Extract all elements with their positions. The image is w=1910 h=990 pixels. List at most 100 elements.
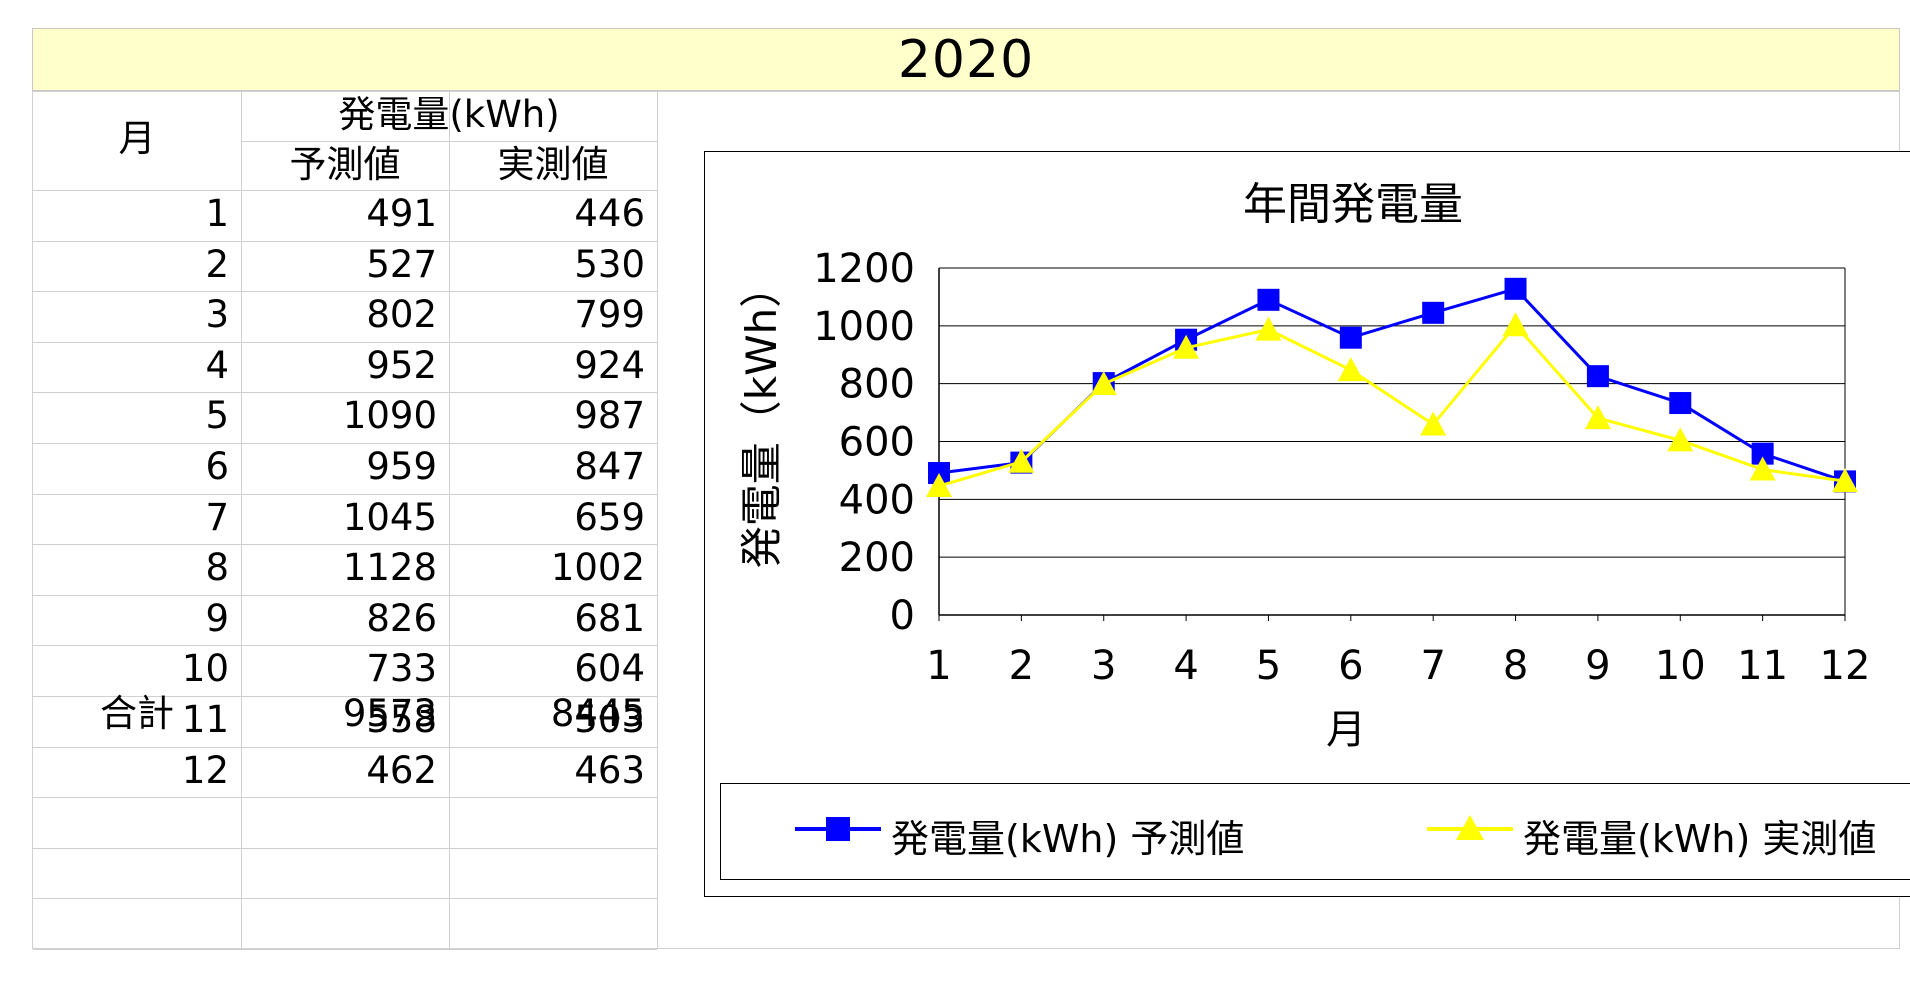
x-tick-label: 4 <box>1173 643 1198 689</box>
month-cell: 1 <box>205 192 229 235</box>
forecast-cell: 733 <box>366 647 437 691</box>
data-point-actual <box>1584 405 1611 430</box>
y-tick-label: 200 <box>839 535 915 581</box>
year-banner[interactable]: 2020 <box>32 28 1900 91</box>
grid-line <box>33 949 657 950</box>
data-point-forecast <box>1504 277 1527 300</box>
grid-line <box>33 493 657 495</box>
month-cell: 7 <box>205 495 229 539</box>
data-point-actual <box>1173 334 1200 359</box>
grid-line <box>657 92 658 948</box>
chart-area[interactable]: 年間発電量 月 発電量（kWh） 0 200 400 600 800 1000 1200 1 2… <box>704 151 1910 897</box>
actual-cell: 847 <box>574 445 645 488</box>
forecast-cell: 462 <box>366 748 437 792</box>
data-point-actual <box>1008 448 1035 473</box>
month-cell: 10 <box>181 647 229 691</box>
spreadsheet: 2020 月 発電量(kWh) 予測値 実測値 1 491 446 2 527 530 3 8… <box>32 28 1910 950</box>
forecast-cell: 1090 <box>342 394 437 438</box>
x-tick-label: 2 <box>1009 643 1034 689</box>
x-tick-label: 1 <box>926 643 951 689</box>
x-tick-label: 6 <box>1338 643 1363 689</box>
month-cell: 11 <box>181 698 229 741</box>
total-actual: 8445 <box>550 692 645 735</box>
header-month: 月 <box>118 117 156 160</box>
legend-label-forecast: 発電量(kWh) 予測値 <box>891 817 1245 861</box>
data-point-forecast <box>1751 442 1774 465</box>
grid-line <box>241 92 242 948</box>
actual-cell: 799 <box>574 293 645 337</box>
data-point-forecast <box>1586 365 1609 388</box>
grid-line <box>33 544 657 546</box>
data-point-actual <box>926 473 952 498</box>
x-tick-label: 10 <box>1655 643 1706 689</box>
y-tick-label: 600 <box>839 420 915 466</box>
grid-line <box>33 291 657 293</box>
forecast-cell: 1045 <box>342 495 437 539</box>
grid-line <box>33 190 657 191</box>
month-cell: 9 <box>205 596 229 640</box>
grid-line <box>33 594 657 596</box>
chart-title: 年間発電量 <box>1243 179 1463 230</box>
data-point-forecast <box>928 462 950 485</box>
grid-line <box>449 92 450 948</box>
month-cell: 12 <box>181 748 229 792</box>
y-tick-label: 400 <box>839 477 915 523</box>
grid-line <box>33 898 657 900</box>
grid-line <box>33 392 657 394</box>
y-tick-label: 0 <box>890 593 915 639</box>
data-point-forecast <box>1257 288 1280 311</box>
data-point-forecast <box>1339 326 1362 349</box>
header-actual: 実測値 <box>497 143 609 186</box>
actual-cell: 604 <box>574 647 645 691</box>
y-tick-label: 1200 <box>813 246 915 292</box>
year-title: 2020 <box>897 30 1035 90</box>
grid-line <box>241 141 657 142</box>
data-point-actual <box>1832 468 1858 493</box>
x-tick-label: 8 <box>1503 643 1528 689</box>
forecast-cell: 527 <box>366 242 437 286</box>
header-generation: 発電量(kWh) <box>338 93 560 136</box>
total-label: 合計 <box>100 692 174 735</box>
data-point-actual <box>1420 411 1447 436</box>
data-point-actual <box>1667 427 1694 452</box>
data-point-actual <box>1502 312 1529 337</box>
header-forecast: 予測値 <box>289 143 401 186</box>
data-point-forecast <box>1669 392 1692 415</box>
month-cell: 8 <box>205 546 229 590</box>
grid-line <box>33 341 657 343</box>
actual-cell: 1002 <box>550 546 645 590</box>
legend-symbol-forecast <box>795 817 881 841</box>
data-table: 月 発電量(kWh) 予測値 実測値 1 491 446 2 527 530 3 802 799… <box>32 91 1900 950</box>
x-tick-label: 5 <box>1256 643 1281 689</box>
grid-line <box>33 696 657 697</box>
grid-line <box>33 443 657 444</box>
x-tick-label: 12 <box>1820 643 1871 689</box>
month-cell: 6 <box>205 445 229 488</box>
data-point-forecast <box>1422 301 1445 324</box>
actual-cell: 530 <box>574 242 645 286</box>
y-axis-title: 発電量（kWh） <box>737 266 786 568</box>
forecast-cell: 826 <box>366 596 437 640</box>
forecast-cell: 491 <box>366 192 437 235</box>
actual-cell: 924 <box>574 343 645 387</box>
x-axis-title: 月 <box>1326 707 1366 753</box>
forecast-cell: 802 <box>366 293 437 337</box>
month-cell: 2 <box>205 242 229 286</box>
legend-symbol-actual <box>1427 815 1513 840</box>
forecast-cell: 1128 <box>342 546 437 590</box>
actual-cell: 681 <box>574 596 645 640</box>
grid-line <box>33 797 657 799</box>
chart-legend[interactable]: 発電量(kWh) 予測値 発電量(kWh) 実測値 <box>720 783 1910 880</box>
data-point-actual <box>1337 357 1364 382</box>
y-tick-label: 1000 <box>813 304 915 350</box>
actual-cell: 446 <box>574 192 645 235</box>
month-cell: 4 <box>205 343 229 387</box>
x-tick-label: 11 <box>1737 643 1788 689</box>
month-cell: 5 <box>205 394 229 438</box>
grid-line <box>33 847 657 849</box>
forecast-cell: 952 <box>366 343 437 387</box>
actual-cell: 463 <box>574 748 645 792</box>
x-tick-label: 7 <box>1420 643 1445 689</box>
month-cell: 3 <box>205 293 229 337</box>
